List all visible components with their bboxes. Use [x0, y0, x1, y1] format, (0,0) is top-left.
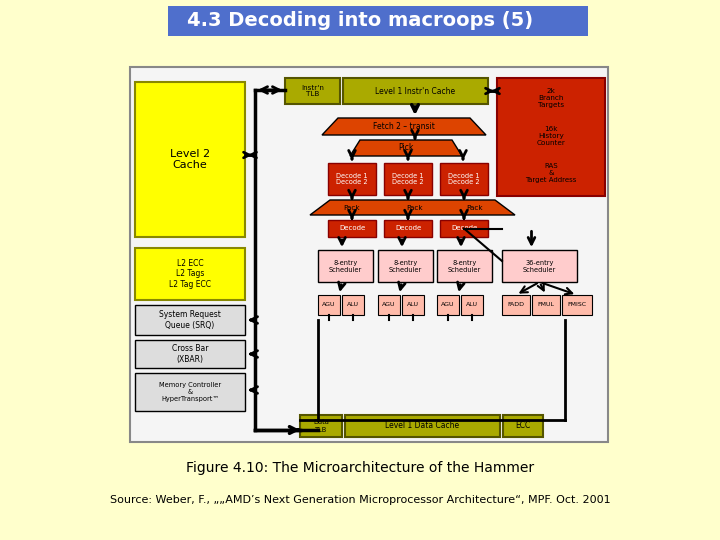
Bar	[300, 415, 342, 437]
Text: Pack: Pack	[467, 205, 483, 211]
Text: 16k
History
Counter: 16k History Counter	[536, 126, 565, 146]
Bar	[502, 250, 577, 282]
Bar	[440, 220, 488, 237]
Text: Level 2
Cache: Level 2 Cache	[170, 148, 210, 170]
Text: Pack: Pack	[407, 205, 423, 211]
Bar	[437, 250, 492, 282]
Text: 8-entry
Scheduler: 8-entry Scheduler	[448, 260, 481, 273]
Bar	[343, 78, 488, 104]
Bar	[328, 220, 376, 237]
Text: Level 1 Data Cache: Level 1 Data Cache	[385, 422, 459, 430]
Text: AGU: AGU	[441, 302, 455, 307]
Text: Pack: Pack	[343, 205, 360, 211]
Bar	[135, 82, 245, 237]
Text: Cross Bar
(XBAR): Cross Bar (XBAR)	[172, 345, 208, 364]
Bar	[402, 295, 424, 315]
Text: Data
TLB: Data TLB	[313, 420, 329, 433]
Text: AGU: AGU	[323, 302, 336, 307]
Bar	[135, 305, 245, 335]
Text: 2k
Branch
Targets: 2k Branch Targets	[538, 88, 564, 108]
Text: Figure 4.10: The Microarchitecture of the Hammer: Figure 4.10: The Microarchitecture of th…	[186, 461, 534, 475]
Bar	[384, 220, 432, 237]
Text: 8-entry
Scheduler: 8-entry Scheduler	[389, 260, 422, 273]
Text: System Request
Queue (SRQ): System Request Queue (SRQ)	[159, 310, 221, 330]
Text: FMUL: FMUL	[538, 302, 554, 307]
Bar	[135, 373, 245, 411]
Bar	[497, 78, 605, 196]
Text: 8-entry
Scheduler: 8-entry Scheduler	[329, 260, 362, 273]
Bar	[135, 340, 245, 368]
Polygon shape	[310, 200, 515, 215]
Bar	[378, 250, 433, 282]
Text: AGU: AGU	[382, 302, 396, 307]
Text: Decode 1
Decode 2: Decode 1 Decode 2	[336, 172, 368, 186]
Text: Level 1 Instr'n Cache: Level 1 Instr'n Cache	[375, 86, 456, 96]
Bar	[318, 250, 373, 282]
Bar	[135, 248, 245, 300]
Bar	[461, 295, 483, 315]
Bar	[384, 163, 432, 195]
Bar	[168, 6, 588, 36]
Bar	[345, 415, 500, 437]
Polygon shape	[322, 118, 486, 135]
Text: Decode: Decode	[451, 226, 477, 232]
Text: L2 ECC
L2 Tags
L2 Tag ECC: L2 ECC L2 Tags L2 Tag ECC	[169, 259, 211, 289]
Text: 36-entry
Scheduler: 36-entry Scheduler	[523, 260, 556, 273]
Bar	[378, 295, 400, 315]
Bar	[562, 295, 592, 315]
Text: ALU: ALU	[347, 302, 359, 307]
Bar	[502, 295, 530, 315]
Text: RAS
&
Target Address: RAS & Target Address	[526, 163, 577, 183]
Text: Decode: Decode	[395, 226, 421, 232]
Text: 4.3 Decoding into macroops (5): 4.3 Decoding into macroops (5)	[187, 11, 533, 30]
Text: Decode 1
Decode 2: Decode 1 Decode 2	[392, 172, 424, 186]
Text: FMISC: FMISC	[567, 302, 587, 307]
Polygon shape	[350, 140, 462, 156]
Bar	[328, 163, 376, 195]
Text: ECC: ECC	[516, 422, 531, 430]
Bar	[318, 295, 340, 315]
Bar	[285, 78, 340, 104]
Text: Pick: Pick	[398, 144, 414, 152]
Text: ALU: ALU	[407, 302, 419, 307]
Text: Memory Controller
&
HyperTransport™: Memory Controller & HyperTransport™	[159, 382, 221, 402]
Text: Instr'n
TLB: Instr'n TLB	[301, 84, 324, 98]
Text: FADD: FADD	[508, 302, 524, 307]
Text: ALU: ALU	[466, 302, 478, 307]
Text: Decode: Decode	[339, 226, 365, 232]
Bar	[532, 295, 560, 315]
Bar	[342, 295, 364, 315]
Bar	[503, 415, 543, 437]
Text: Decode 1
Decode 2: Decode 1 Decode 2	[448, 172, 480, 186]
Text: Fetch 2 – transit: Fetch 2 – transit	[373, 122, 435, 131]
Bar	[130, 67, 608, 442]
Bar	[437, 295, 459, 315]
Text: Source: Weber, F., „„AMD’s Next Generation Microprocessor Architecture“, MPF. Oc: Source: Weber, F., „„AMD’s Next Generati…	[109, 495, 611, 505]
Bar	[440, 163, 488, 195]
